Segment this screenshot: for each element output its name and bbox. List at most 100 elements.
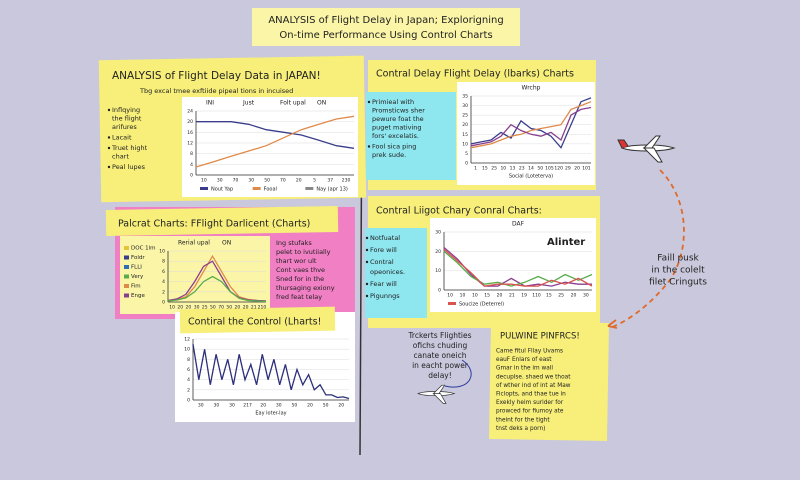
x-tick-label: 20 bbox=[307, 403, 313, 409]
bullet-text: Inflqying bbox=[112, 106, 140, 114]
x-tick-label: 10 bbox=[169, 305, 175, 311]
bullet-text: Primieal with bbox=[372, 98, 414, 106]
x-tick-label: 30 bbox=[229, 403, 235, 409]
arrow-head bbox=[607, 319, 618, 329]
bullet-dot bbox=[107, 165, 111, 169]
x-tick-label: 230 bbox=[342, 178, 351, 184]
legend-text: Enge bbox=[131, 293, 145, 299]
note-text: Sned for in the bbox=[276, 275, 324, 283]
panel-heading: Contral Liigot Chary Conral Charts: bbox=[376, 206, 542, 217]
x-tick-label: 5 bbox=[313, 178, 316, 184]
x-tick-label: 10 bbox=[447, 293, 453, 299]
x-tick-label: 15 bbox=[484, 293, 490, 299]
x-tick-label: 70 bbox=[233, 178, 239, 184]
y-tick-label: 10 bbox=[184, 347, 190, 353]
title-line: On-time Performance Using Control Charts bbox=[279, 30, 492, 41]
panel-heading-bg bbox=[179, 306, 336, 334]
y-tick-label: 8 bbox=[162, 259, 165, 265]
legend-swatch bbox=[200, 187, 208, 190]
panel-heading: Palcrat Charts: FFlight Darlicent (Chart… bbox=[118, 219, 310, 230]
panel-heading: ANALYSIS of Flight Delay Data in JAPAN! bbox=[112, 70, 321, 82]
x-tick-label: 25 bbox=[558, 293, 564, 299]
bullet-text: opeonices. bbox=[370, 268, 405, 276]
note-heading: PULWINE PINFRCS! bbox=[500, 332, 580, 342]
bullet-text: prek sude. bbox=[372, 151, 406, 159]
chart-title: DAF bbox=[512, 221, 525, 228]
y-tick-label: 16 bbox=[187, 130, 193, 136]
chart-bg bbox=[457, 82, 595, 185]
blue-arrow bbox=[444, 359, 472, 388]
y-tick-label: 12 bbox=[184, 337, 190, 343]
x-tick-label: 120 bbox=[554, 166, 563, 172]
x-tick-label: 10 bbox=[460, 293, 466, 299]
y-tick-label: 4 bbox=[190, 162, 193, 168]
x-tick-label: 70 bbox=[218, 305, 224, 311]
x-tick-label: 20 bbox=[338, 403, 344, 409]
x-tick-label: 101 bbox=[582, 166, 591, 172]
x-tick-label: 210 bbox=[258, 305, 267, 311]
x-tick-label: 50 bbox=[292, 403, 298, 409]
legend-text: Nout Yap bbox=[211, 187, 233, 193]
y-tick-label: 2 bbox=[162, 289, 165, 295]
y-tick-label: 25 bbox=[462, 113, 468, 119]
callout-text: in the colelt bbox=[651, 266, 705, 276]
note-text: of wther ind of int at Maw bbox=[496, 383, 571, 389]
x-tick-label: 21 bbox=[251, 305, 257, 311]
x-tick-label: 10 bbox=[472, 293, 478, 299]
legend-swatch bbox=[305, 187, 314, 190]
legend-swatch bbox=[124, 255, 129, 260]
x-tick-label: 70 bbox=[280, 178, 286, 184]
legend-swatch bbox=[124, 274, 129, 279]
callout-text: canate oneich bbox=[414, 351, 467, 360]
y-tick-label: 20 bbox=[462, 122, 468, 128]
x-tick-label: 19 bbox=[521, 293, 527, 299]
panel-inset bbox=[120, 236, 270, 314]
legend-swatch bbox=[124, 284, 129, 288]
bullet-text: puget mativing bbox=[372, 124, 422, 132]
note-text: thursaging exiony bbox=[276, 284, 335, 292]
bullet-dot bbox=[107, 136, 111, 139]
note-text: Ficlopts, and thae tue in bbox=[496, 392, 566, 398]
x-tick-label: 30 bbox=[276, 403, 282, 409]
x-tick-label: 30 bbox=[217, 178, 223, 184]
x-tick-label: 50 bbox=[264, 178, 270, 184]
bullet-dot bbox=[107, 146, 111, 150]
y-tick-label: 0 bbox=[162, 300, 165, 306]
x-tick-label: 105 bbox=[545, 166, 554, 172]
bullet-text: Notfuatal bbox=[370, 234, 400, 242]
x-tick-label: 1 bbox=[474, 166, 477, 172]
x-tick-label: 110 bbox=[532, 293, 541, 299]
y-tick-label: 2 bbox=[187, 387, 190, 393]
legend-text: FLLI bbox=[131, 265, 142, 271]
dashed-arrow bbox=[609, 169, 685, 329]
bullet-text: arifures bbox=[112, 123, 137, 131]
legend-text: Very bbox=[131, 274, 144, 280]
x-tick-label: 20 bbox=[177, 305, 183, 311]
y-tick-label: 12 bbox=[187, 141, 193, 147]
panel-heading: Contral Delay Flight Delay (lbarks) Char… bbox=[376, 69, 574, 80]
x-tick-label: 30 bbox=[214, 403, 220, 409]
bullet-text: Truet hight bbox=[111, 144, 148, 152]
x-tick-label: 14 bbox=[528, 166, 534, 172]
x-tick-label: 23 bbox=[519, 166, 525, 172]
x-axis-label: Social (Loteterva) bbox=[509, 174, 553, 180]
chart-bg bbox=[182, 97, 358, 197]
bullet-dot bbox=[365, 294, 369, 298]
bullet-dot bbox=[365, 260, 369, 264]
x-tick-label: 30 bbox=[194, 305, 200, 311]
x-axis-label: Eay loter-lay bbox=[255, 411, 286, 417]
legend-text: Nay (apr 13) bbox=[316, 187, 348, 193]
bullet-text: Fool sica ping bbox=[372, 143, 416, 151]
legend-swatch bbox=[448, 302, 456, 305]
note-text: eauF Enlars of east bbox=[496, 357, 552, 363]
note-text: pelet to ivutiially bbox=[276, 248, 331, 256]
bullet-dot bbox=[365, 236, 369, 240]
y-tick-label: 20 bbox=[187, 119, 193, 125]
series-line bbox=[195, 115, 355, 168]
callout-text: delay! bbox=[428, 371, 452, 380]
chart-bg bbox=[430, 218, 596, 312]
x-tick-label: 20 bbox=[235, 305, 241, 311]
note-text: thart wor ult bbox=[276, 257, 317, 265]
x-tick-label: 25 bbox=[491, 166, 497, 172]
x-tick-label: 50 bbox=[323, 403, 329, 409]
